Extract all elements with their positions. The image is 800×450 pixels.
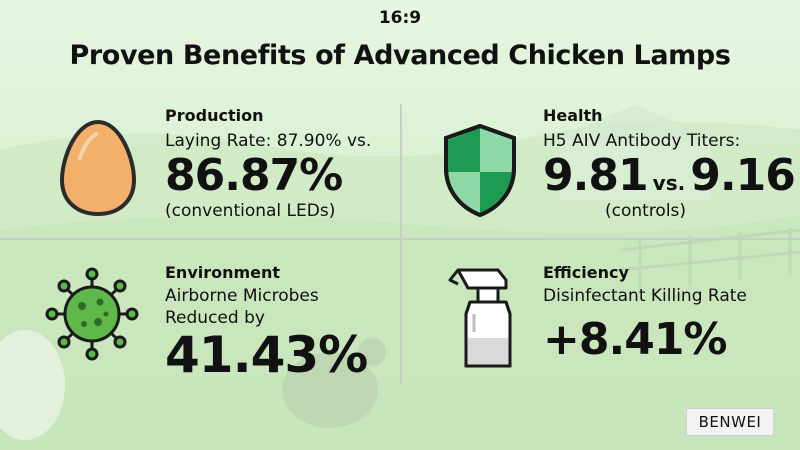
health-value-control: 9.16 bbox=[690, 150, 796, 201]
egg-icon bbox=[59, 119, 137, 217]
efficiency-value: +8.41% bbox=[543, 314, 728, 365]
health-note: (controls) bbox=[605, 201, 687, 221]
efficiency-heading: Efficiency bbox=[543, 263, 629, 282]
production-block: Production Laying Rate: 87.90% vs. 86.87… bbox=[165, 106, 371, 221]
aspect-ratio-label: 16:9 bbox=[378, 8, 422, 28]
efficiency-killing-rate: Disinfectant Killing Rate bbox=[543, 286, 747, 306]
shield-icon bbox=[444, 123, 516, 218]
production-heading: Production bbox=[165, 106, 264, 125]
spray-bottle-icon bbox=[448, 268, 512, 368]
horizontal-divider bbox=[0, 238, 800, 240]
page-title: Proven Benefits of Advanced Chicken Lamp… bbox=[69, 40, 731, 71]
health-block: Health H5 AIV Antibody Titers: 9.81 vs. … bbox=[543, 106, 796, 221]
health-value-treated: 9.81 bbox=[543, 150, 649, 201]
vertical-divider bbox=[400, 104, 402, 384]
health-antibody-titers: H5 AIV Antibody Titers: bbox=[543, 131, 741, 151]
production-note: (conventional LEDs) bbox=[165, 201, 336, 221]
environment-heading: Environment bbox=[165, 263, 281, 282]
environment-block: Environment Airborne Microbes Reduced by… bbox=[165, 263, 368, 384]
brand-badge: BENWEI bbox=[686, 408, 774, 436]
health-vs-label: vs. bbox=[652, 171, 686, 195]
efficiency-block: Efficiency Disinfectant Killing Rate +8.… bbox=[543, 263, 747, 362]
health-heading: Health bbox=[543, 106, 603, 125]
virus-icon bbox=[45, 267, 139, 361]
environment-airborne-microbes: Airborne Microbes bbox=[165, 286, 319, 306]
production-laying-rate: Laying Rate: 87.90% vs. bbox=[165, 131, 372, 151]
environment-reduced-by: Reduced by bbox=[165, 308, 265, 328]
environment-value: 41.43% bbox=[165, 326, 368, 384]
production-value: 86.87% bbox=[165, 150, 343, 201]
